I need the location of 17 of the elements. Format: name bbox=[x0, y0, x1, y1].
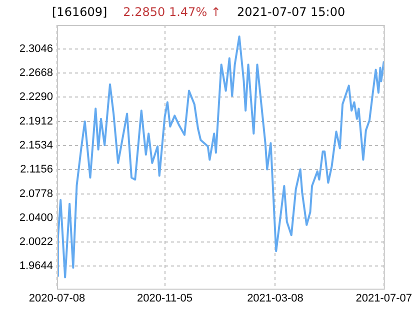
y-tick-label: 2.1912 bbox=[19, 115, 53, 128]
x-tick-label: 2020-07-08 bbox=[28, 292, 86, 304]
y-tick-label: 2.1156 bbox=[20, 164, 53, 176]
text: 2021-07-07 15:00 bbox=[236, 5, 346, 19]
y-tick-label: 1.9644 bbox=[19, 260, 53, 272]
y-tick-label: 2.0778 bbox=[19, 188, 53, 200]
y-tick-label: 2.2290 bbox=[19, 91, 53, 104]
y-tick-label: 2.0400 bbox=[19, 212, 53, 224]
y-tick-label: 2.1534 bbox=[19, 140, 53, 152]
chart-title: [161609] bbox=[52, 5, 108, 19]
chart-subtitle: 2.2850 1.47% ↑ bbox=[123, 5, 221, 19]
y-tick-label: 2.3046 bbox=[19, 42, 53, 55]
x-tick-label: 2021-03-08 bbox=[247, 292, 304, 304]
x-tick-label: 2021-07-07 bbox=[356, 292, 412, 304]
y-tick-label: 2.0022 bbox=[19, 236, 53, 248]
x-tick-label: 2020-11-05 bbox=[137, 292, 192, 304]
y-tick-label: 2.2668 bbox=[19, 67, 53, 80]
